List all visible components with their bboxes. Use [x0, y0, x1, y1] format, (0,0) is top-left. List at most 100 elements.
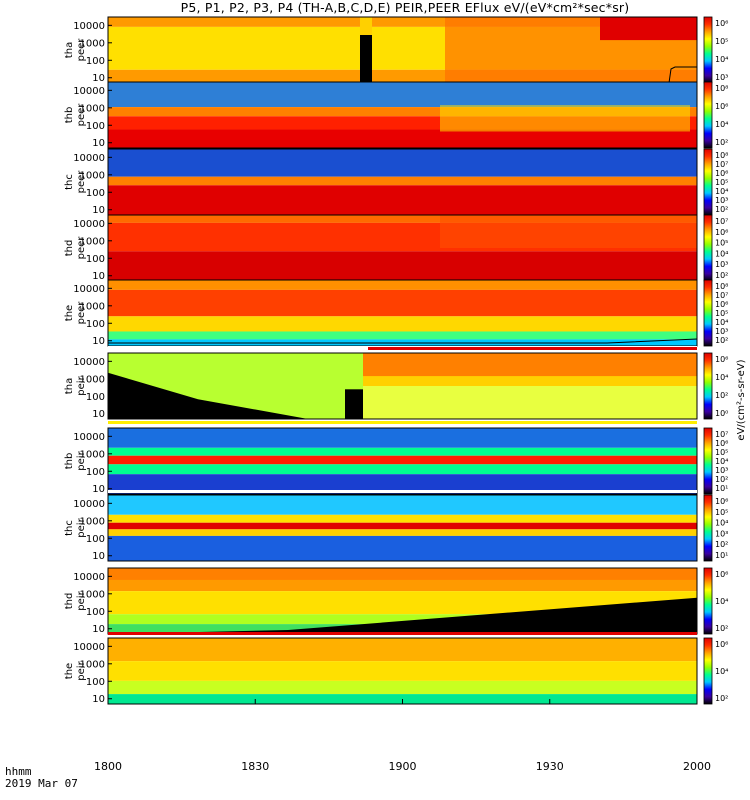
- x-tick-label: 1800: [94, 760, 122, 773]
- colorbar: [703, 352, 713, 420]
- colorbar-tick-label: 10²: [715, 694, 728, 703]
- y-tick-label: 100: [86, 534, 105, 545]
- colorbar: [703, 637, 713, 705]
- panel-instrument-label: peer: [76, 103, 87, 127]
- colorbar-tick-label: 10⁶: [715, 228, 728, 237]
- colorbar-tick-label: 10⁵: [715, 239, 728, 248]
- colorbar-tick-label: 10³: [715, 466, 728, 475]
- panel-tha_peir: [107, 352, 713, 420]
- colorbar-tick-label: 10⁵: [715, 178, 728, 187]
- colorbar-tick-label: 10⁰: [715, 409, 728, 418]
- spectrogram-image: [108, 215, 697, 281]
- colorbar-tick-label: 10⁴: [715, 249, 728, 258]
- panel-probe-label: tha: [64, 378, 75, 394]
- y-tick-label: 1000: [80, 301, 105, 312]
- y-tick-label: 10000: [73, 642, 105, 653]
- y-tick-label: 1000: [80, 516, 105, 527]
- figure-title: P5, P1, P2, P3, P4 (TH-A,B,C,D,E) PEIR,P…: [180, 0, 630, 15]
- panel-the_peer: [107, 279, 713, 347]
- colorbar-tick-label: 10⁶: [715, 355, 728, 364]
- colorbar-tick-label: 10⁴: [715, 667, 728, 676]
- y-tick-label: 10: [92, 409, 105, 420]
- panel-instrument-label: peir: [76, 375, 87, 395]
- colorbar-tick-label: 10⁶: [715, 102, 728, 111]
- colorbar: [703, 427, 713, 495]
- colorbar-tick-label: 10⁸: [715, 151, 728, 160]
- spectrogram-image: [108, 82, 697, 148]
- separator: [108, 490, 697, 493]
- y-tick-label: 10: [92, 271, 105, 282]
- colorbar-tick-label: 10⁴: [715, 373, 728, 382]
- colorbar-tick-label: 10⁷: [715, 217, 728, 226]
- coverage-bar: [108, 632, 697, 635]
- colorbar-tick-label: 10²: [715, 138, 728, 147]
- y-tick-label: 10: [92, 336, 105, 347]
- y-tick-label: 1000: [80, 38, 105, 49]
- colorbar-tick-label: 10⁴: [715, 457, 728, 466]
- y-tick-label: 10000: [73, 219, 105, 230]
- colorbar: [703, 214, 713, 282]
- y-tick-label: 100: [86, 677, 105, 688]
- colorbar-tick-label: 10⁴: [715, 318, 728, 327]
- spectrogram-image: [108, 280, 697, 346]
- spectrogram-image: [108, 428, 697, 494]
- colorbar-tick-label: 10²: [715, 475, 728, 484]
- colorbar-tick-label: 10⁵: [715, 508, 728, 517]
- panel-instrument-label: peer: [76, 170, 87, 194]
- colorbar-axis-label: eV/(cm²-s-sr-eV): [736, 359, 747, 440]
- y-tick-label: 10000: [73, 86, 105, 97]
- panel-thb_peir: [107, 427, 713, 495]
- colorbar-tick-label: 10¹: [715, 484, 728, 493]
- y-tick-label: 100: [86, 188, 105, 199]
- panel-the_peir: [107, 637, 713, 705]
- colorbar-tick-label: 10¹: [715, 551, 728, 560]
- y-tick-label: 10000: [73, 432, 105, 443]
- colorbar-tick-label: 10⁶: [715, 169, 728, 178]
- colorbar: [703, 16, 713, 84]
- spectrogram-image: [108, 353, 697, 419]
- colorbar-tick-label: 10³: [715, 529, 728, 538]
- panel-thc_peir: [107, 494, 713, 562]
- y-tick-label: 10: [92, 694, 105, 705]
- colorbar: [703, 567, 713, 635]
- colorbar-tick-label: 10²: [715, 271, 728, 280]
- panel-instrument-label: peer: [76, 236, 87, 260]
- y-tick-label: 10000: [73, 572, 105, 583]
- panel-instrument-label: peer: [76, 38, 87, 62]
- panel-tha_peer: [107, 16, 713, 84]
- spectrogram-image: [108, 568, 697, 634]
- colorbar: [703, 148, 713, 216]
- y-tick-label: 10: [92, 205, 105, 216]
- colorbar-tick-label: 10⁸: [715, 282, 728, 291]
- colorbar-tick-label: 10³: [715, 327, 728, 336]
- colorbar-tick-label: 10⁴: [715, 120, 728, 129]
- panel-instrument-label: peir: [76, 660, 87, 680]
- colorbar-tick-label: 10⁴: [715, 519, 728, 528]
- panel-instrument-label: peer: [76, 301, 87, 325]
- coverage-bar: [368, 347, 697, 350]
- colorbar: [703, 81, 713, 149]
- y-tick-label: 10: [92, 484, 105, 495]
- panel-probe-label: thc: [64, 520, 75, 536]
- panel-instrument-label: peir: [76, 590, 87, 610]
- panel-thd_peir: [107, 567, 713, 635]
- colorbar-tick-label: 10⁷: [715, 291, 728, 300]
- panel-instrument-label: peir: [76, 450, 87, 470]
- separator: [108, 562, 697, 565]
- y-tick-label: 1000: [80, 589, 105, 600]
- colorbar-tick-label: 10⁶: [715, 439, 728, 448]
- colorbar-tick-label: 10³: [715, 196, 728, 205]
- panel-probe-label: thd: [64, 240, 75, 257]
- y-tick-label: 100: [86, 121, 105, 132]
- colorbar-tick-label: 10⁷: [715, 430, 728, 439]
- colorbar-tick-label: 10⁵: [715, 309, 728, 318]
- y-tick-label: 10000: [73, 21, 105, 32]
- y-tick-label: 10: [92, 624, 105, 635]
- y-tick-label: 10000: [73, 357, 105, 368]
- panel-thd_peer: [107, 214, 713, 282]
- panel-thb_peer: [107, 81, 713, 149]
- y-tick-label: 10000: [73, 284, 105, 295]
- y-tick-label: 100: [86, 392, 105, 403]
- spectrogram-image: [108, 495, 697, 561]
